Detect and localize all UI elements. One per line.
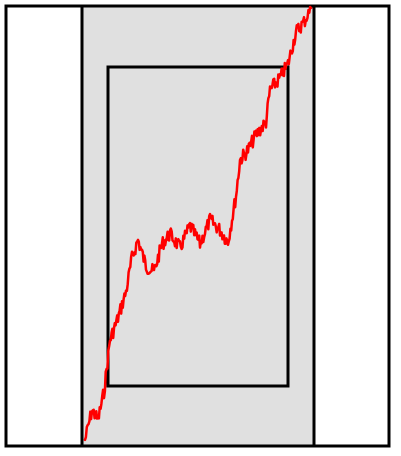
- inner-box: [106, 65, 290, 388]
- shaded-band: [82, 6, 314, 446]
- outer-frame: [4, 4, 391, 448]
- red-trace-line: [83, 5, 313, 442]
